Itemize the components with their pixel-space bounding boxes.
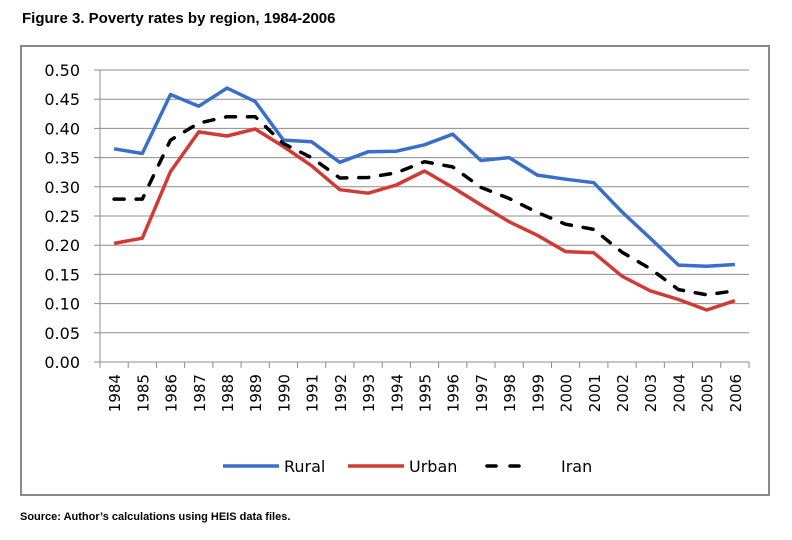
series-line-iran (112, 114, 737, 297)
x-tick-label: 2005 (699, 374, 717, 412)
x-tick-label: 1996 (445, 374, 463, 412)
x-tick-label: 1991 (304, 374, 322, 412)
legend: Rural Urban Iran (223, 457, 592, 476)
y-tick-label: 0.30 (44, 178, 80, 197)
x-tick-label: 1998 (501, 374, 519, 412)
legend-label-urban: Urban (409, 457, 457, 476)
legend-label-iran: Iran (561, 457, 592, 476)
x-tick-label: 1997 (473, 374, 491, 412)
x-tick-label: 1985 (134, 374, 152, 412)
y-tick-label: 0.20 (44, 236, 80, 255)
x-tick-label: 1992 (332, 374, 350, 412)
y-tick-label: 0.15 (44, 265, 80, 284)
x-tick-label: 1999 (529, 374, 547, 412)
x-tick-label: 2003 (642, 374, 660, 412)
y-tick-label: 0.45 (44, 90, 80, 109)
x-tick-label: 1993 (360, 374, 378, 412)
x-tick-label: 1994 (388, 374, 406, 412)
x-tick-label: 2000 (558, 374, 576, 412)
series-lines (112, 86, 737, 312)
x-tick-label: 1987 (191, 374, 209, 412)
figure-title: Figure 3. Poverty rates by region, 1984-… (22, 10, 336, 27)
y-tick-label: 0.50 (44, 61, 80, 80)
y-tick-label: 0.10 (44, 295, 80, 314)
series-line-urban (113, 127, 736, 312)
x-axis (99, 70, 750, 368)
x-tick-label: 1995 (417, 374, 435, 412)
x-tick-label: 1986 (163, 374, 181, 412)
gridlines (94, 69, 749, 363)
x-tick-label: 1989 (247, 374, 265, 412)
y-tick-label: 0.35 (44, 149, 80, 168)
x-axis-tick-labels: 1984 1985 1986 1987 1988 1989 1990 1991 1992 1993… (106, 374, 745, 412)
y-axis-tick-labels: 0.00 0.05 0.10 0.15 0.20 0.25 0.30 0.35 0.40 0.45… (44, 61, 80, 372)
x-tick-label: 2006 (727, 374, 745, 412)
x-tick-label: 1990 (275, 374, 293, 412)
y-tick-label: 0.40 (44, 119, 80, 138)
x-tick-label: 1988 (219, 374, 237, 412)
y-tick-label: 0.05 (44, 324, 80, 343)
legend-label-rural: Rural (284, 457, 325, 476)
x-tick-label: 2001 (586, 374, 604, 412)
y-tick-label: 0.00 (44, 353, 80, 372)
y-tick-label: 0.25 (44, 207, 80, 226)
x-tick-label: 2004 (670, 374, 688, 412)
x-tick-label: 1984 (106, 374, 124, 412)
chart-frame (20, 45, 770, 496)
source-note: Source: Author’s calculations using HEIS… (20, 511, 291, 523)
series-line-rural (113, 86, 736, 268)
x-tick-label: 2002 (614, 374, 632, 412)
